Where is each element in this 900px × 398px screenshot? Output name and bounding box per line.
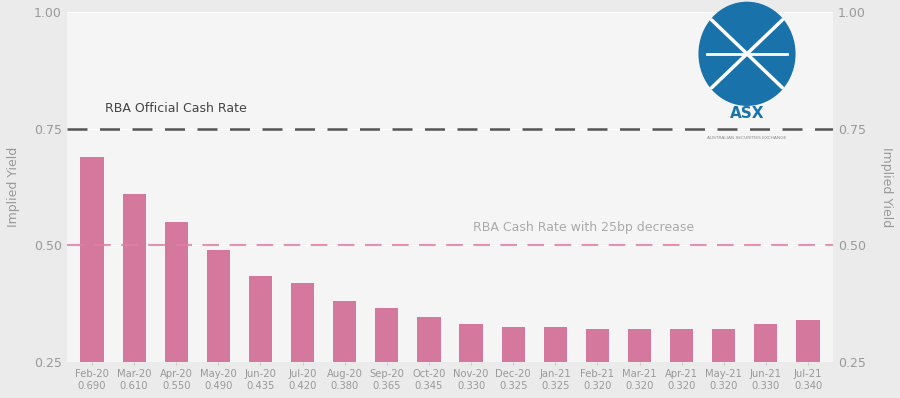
- Bar: [333, 301, 356, 362]
- Circle shape: [699, 2, 795, 105]
- Text: RBA Official Cash Rate: RBA Official Cash Rate: [105, 101, 247, 115]
- Bar: [796, 320, 820, 362]
- Bar: [165, 222, 188, 362]
- Bar: [249, 275, 272, 362]
- Bar: [460, 324, 482, 362]
- Text: RBA Cash Rate with 25bp decrease: RBA Cash Rate with 25bp decrease: [473, 220, 694, 234]
- Bar: [544, 327, 567, 362]
- Bar: [418, 318, 440, 362]
- Bar: [375, 308, 399, 362]
- Text: ASX: ASX: [730, 106, 764, 121]
- Bar: [80, 156, 104, 362]
- Text: AUSTRALIAN SECURITIES EXCHANGE: AUSTRALIAN SECURITIES EXCHANGE: [707, 136, 787, 140]
- Y-axis label: Implied Yield: Implied Yield: [880, 147, 893, 227]
- Bar: [291, 283, 314, 362]
- Bar: [501, 327, 525, 362]
- Bar: [712, 329, 735, 362]
- Bar: [586, 329, 609, 362]
- Bar: [122, 194, 146, 362]
- Y-axis label: Implied Yield: Implied Yield: [7, 147, 20, 227]
- Bar: [754, 324, 778, 362]
- Bar: [670, 329, 693, 362]
- Bar: [207, 250, 230, 362]
- Bar: [628, 329, 651, 362]
